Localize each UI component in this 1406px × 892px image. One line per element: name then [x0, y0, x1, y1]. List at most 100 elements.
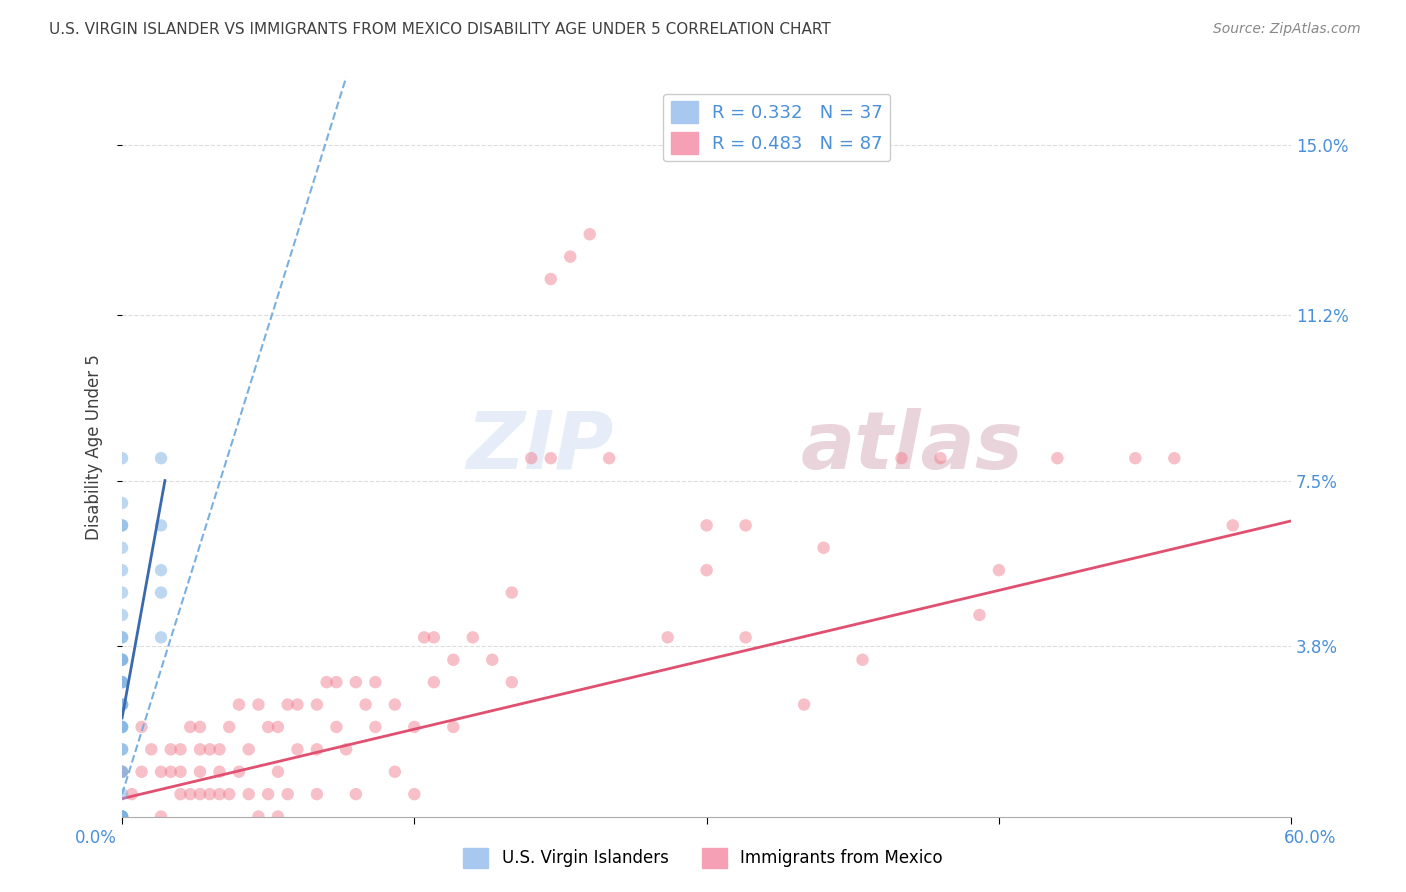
Point — [734, 518, 756, 533]
Point — [441, 653, 464, 667]
Point — [287, 698, 309, 712]
Point — [188, 742, 211, 756]
Point — [267, 720, 290, 734]
Point — [404, 787, 426, 801]
Point — [111, 675, 134, 690]
Point — [111, 809, 134, 823]
Point — [111, 720, 134, 734]
Point — [111, 720, 134, 734]
Point — [413, 631, 436, 645]
Legend: R = 0.332   N = 37, R = 0.483   N = 87: R = 0.332 N = 37, R = 0.483 N = 87 — [664, 94, 890, 161]
Text: Source: ZipAtlas.com: Source: ZipAtlas.com — [1213, 22, 1361, 37]
Point — [247, 809, 270, 823]
Point — [501, 675, 523, 690]
Point — [111, 698, 134, 712]
Point — [208, 742, 231, 756]
Point — [287, 742, 309, 756]
Point — [1222, 518, 1244, 533]
Point — [111, 631, 134, 645]
Point — [150, 631, 173, 645]
Point — [150, 809, 173, 823]
Point — [208, 764, 231, 779]
Point — [305, 698, 328, 712]
Point — [257, 787, 280, 801]
Point — [315, 675, 337, 690]
Point — [267, 764, 290, 779]
Point — [247, 698, 270, 712]
Point — [198, 742, 221, 756]
Point — [111, 698, 134, 712]
Point — [111, 585, 134, 599]
Point — [141, 742, 163, 756]
Point — [404, 720, 426, 734]
Point — [441, 720, 464, 734]
Point — [364, 720, 387, 734]
Point — [179, 787, 201, 801]
Text: 60.0%: 60.0% — [1284, 829, 1337, 847]
Point — [150, 451, 173, 466]
Y-axis label: Disability Age Under 5: Disability Age Under 5 — [86, 354, 103, 540]
Point — [150, 563, 173, 577]
Text: 0.0%: 0.0% — [75, 829, 117, 847]
Point — [208, 787, 231, 801]
Legend: U.S. Virgin Islanders, Immigrants from Mexico: U.S. Virgin Islanders, Immigrants from M… — [457, 841, 949, 875]
Point — [111, 720, 134, 734]
Point — [1163, 451, 1185, 466]
Point — [238, 742, 260, 756]
Point — [1123, 451, 1146, 466]
Point — [150, 518, 173, 533]
Point — [198, 787, 221, 801]
Point — [793, 698, 815, 712]
Point — [111, 809, 134, 823]
Point — [560, 250, 582, 264]
Point — [277, 698, 299, 712]
Point — [520, 451, 543, 466]
Point — [696, 563, 718, 577]
Point — [188, 787, 211, 801]
Point — [131, 764, 153, 779]
Point — [111, 653, 134, 667]
Point — [344, 675, 367, 690]
Point — [277, 787, 299, 801]
Point — [305, 742, 328, 756]
Point — [335, 742, 357, 756]
Point — [111, 742, 134, 756]
Point — [325, 720, 347, 734]
Point — [969, 607, 991, 622]
Point — [131, 720, 153, 734]
Point — [111, 451, 134, 466]
Point — [598, 451, 620, 466]
Point — [150, 764, 173, 779]
Point — [111, 675, 134, 690]
Point — [1046, 451, 1069, 466]
Point — [179, 720, 201, 734]
Point — [325, 675, 347, 690]
Point — [228, 764, 250, 779]
Point — [111, 742, 134, 756]
Point — [851, 653, 873, 667]
Point — [111, 496, 134, 510]
Point — [813, 541, 835, 555]
Point — [111, 809, 134, 823]
Point — [218, 787, 240, 801]
Point — [159, 742, 181, 756]
Point — [111, 764, 134, 779]
Point — [188, 764, 211, 779]
Point — [423, 631, 446, 645]
Point — [169, 764, 191, 779]
Point — [121, 787, 143, 801]
Point — [111, 653, 134, 667]
Point — [218, 720, 240, 734]
Point — [111, 518, 134, 533]
Point — [364, 675, 387, 690]
Point — [354, 698, 377, 712]
Point — [188, 720, 211, 734]
Point — [481, 653, 503, 667]
Point — [257, 720, 280, 734]
Point — [150, 585, 173, 599]
Point — [890, 451, 912, 466]
Point — [267, 809, 290, 823]
Point — [540, 272, 562, 286]
Point — [344, 787, 367, 801]
Point — [111, 675, 134, 690]
